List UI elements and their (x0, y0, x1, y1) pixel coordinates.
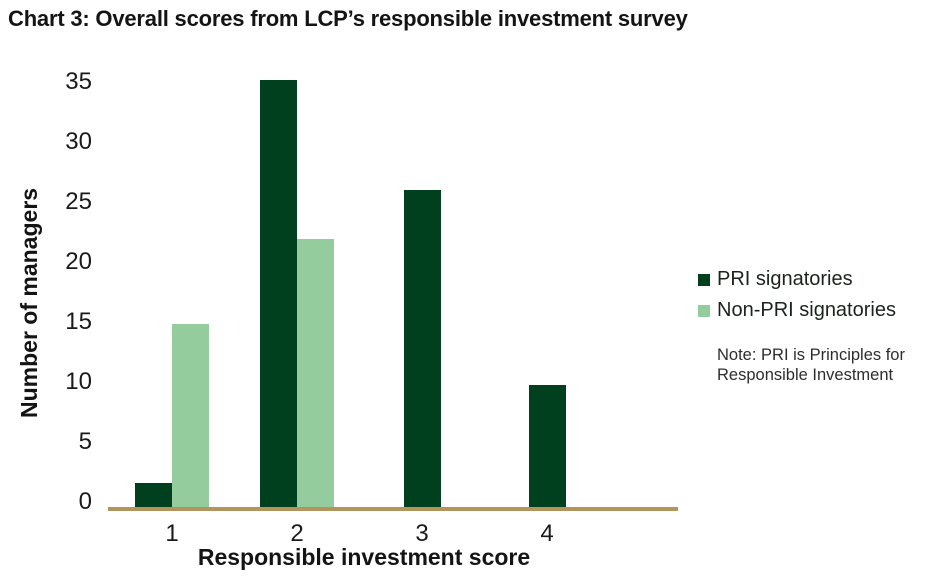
y-tick-20: 20 (65, 248, 92, 275)
bar-non-pri-signatories-score-2 (297, 239, 334, 507)
chart-title: Chart 3: Overall scores from LCP’s respo… (8, 6, 688, 31)
footnote: Note: PRI is Principles for Responsible … (717, 346, 905, 384)
bar-pri-signatories-score-2 (260, 80, 297, 507)
legend-label-pri-signatories: PRI signatories (717, 268, 853, 290)
bar-pri-signatories-score-3 (403, 190, 441, 507)
x-tick-1: 1 (165, 520, 179, 547)
non-pri-signatories-swatch (698, 304, 710, 317)
y-tick-0: 0 (78, 488, 92, 515)
y-tick-35: 35 (65, 68, 92, 95)
legend-label-non-pri-signatories: Non-PRI signatories (717, 299, 896, 321)
x-tick-4: 4 (540, 520, 554, 547)
legend-item-pri-signatories: PRI signatories (698, 268, 932, 291)
bar-pri-signatories-score-4 (528, 385, 566, 507)
bar-non-pri-signatories-score-1 (172, 324, 209, 507)
bar-pri-signatories-score-1 (135, 483, 172, 507)
legend: PRI signatories Non-PRI signatories Note… (698, 268, 932, 385)
pri-signatories-swatch (698, 273, 710, 286)
y-tick-15: 15 (65, 308, 92, 335)
x-tick-2: 2 (290, 520, 304, 547)
x-tick-3: 3 (415, 520, 429, 547)
y-tick-10: 10 (65, 368, 92, 395)
y-tick-25: 25 (65, 188, 92, 215)
y-tick-30: 30 (65, 128, 92, 155)
x-axis-line (108, 507, 678, 511)
y-tick-5: 5 (78, 428, 92, 455)
legend-item-non-pri-signatories: Non-PRI signatories (698, 299, 932, 322)
x-axis-title: Responsible investment score (197, 544, 531, 570)
